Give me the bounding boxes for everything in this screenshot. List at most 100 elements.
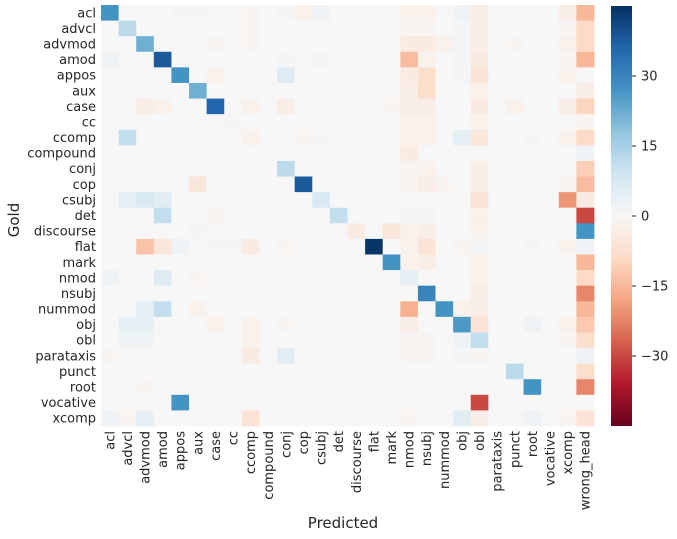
heatmap-cell-appos-discourse [347,67,366,84]
heatmap-cell-parataxis-det [329,348,348,365]
heatmap-cell-amod-parataxis [488,51,507,68]
heatmap-cell-csubj-nsubj [417,192,436,209]
heatmap-cell-conj-nsubj [417,160,436,177]
heatmap-cell-discourse-ccomp [241,223,260,240]
heatmap-cell-vocative-obl [470,394,489,411]
heatmap-cell-cc-wrong_head [576,114,595,131]
heatmap-cell-det-xcomp [558,207,577,224]
heatmap-cell-cop-root [523,176,542,193]
heatmap-cell-advmod-vocative [541,36,560,53]
heatmap-cell-flat-nummod [435,238,454,255]
heatmap-cell-mark-advcl [118,254,137,271]
heatmap-cell-case-appos [171,98,190,115]
heatmap-cell-parataxis-punct [505,348,524,365]
heatmap-cell-nsubj-det [329,285,348,302]
heatmap-cell-obl-det [329,332,348,349]
heatmap-cell-discourse-advmod [136,223,155,240]
heatmap-cell-compound-vocative [541,145,560,162]
heatmap-cell-ccomp-mark [382,129,401,146]
heatmap-cell-cc-xcomp [558,114,577,131]
heatmap-cell-xcomp-nummod [435,410,454,427]
heatmap-cell-acl-det [329,5,348,21]
heatmap-cell-parataxis-wrong_head [576,348,595,365]
heatmap-cell-cop-wrong_head [576,176,595,193]
heatmap-cell-det-appos [171,207,190,224]
heatmap-cell-compound-root [523,145,542,162]
heatmap-cell-det-csubj [312,207,331,224]
heatmap-cell-obj-aux [189,316,208,333]
heatmap-cell-mark-obj [453,254,472,271]
heatmap-cell-parataxis-advmod [136,348,155,365]
heatmap-cell-nmod-det [329,270,348,287]
heatmap-cell-cc-obj [453,114,472,131]
heatmap-cell-advcl-ccomp [241,20,260,37]
heatmap-cell-obl-nsubj [417,332,436,349]
heatmap-cell-compound-acl [101,145,120,162]
heatmap-cell-obl-nmod [400,332,419,349]
heatmap-cell-parataxis-discourse [347,348,366,365]
heatmap-cell-compound-compound [259,145,278,162]
heatmap-cell-discourse-det [329,223,348,240]
heatmap-cell-advcl-advmod [136,20,155,37]
heatmap-cell-csubj-compound [259,192,278,209]
heatmap-cell-ccomp-flat [365,129,384,146]
heatmap-cell-advcl-wrong_head [576,20,595,37]
heatmap-cell-mark-csubj [312,254,331,271]
heatmap-cell-acl-flat [365,5,384,21]
heatmap-cell-compound-wrong_head [576,145,595,162]
heatmap-cell-root-ccomp [241,379,260,396]
heatmap-cell-nmod-punct [505,270,524,287]
heatmap-cell-acl-advmod [136,5,155,21]
heatmap-cell-advcl-acl [101,20,120,37]
heatmap-cell-cc-case [206,114,225,131]
heatmap-cell-nsubj-acl [101,285,120,302]
heatmap-cell-vocative-acl [101,394,120,411]
heatmap-cell-cop-mark [382,176,401,193]
heatmap-cell-conj-det [329,160,348,177]
heatmap-cell-conj-discourse [347,160,366,177]
heatmap-cell-appos-advcl [118,67,137,84]
heatmap-cell-aux-cop [294,82,313,99]
heatmap-cell-root-obl [470,379,489,396]
heatmap-cell-acl-xcomp [558,5,577,21]
heatmap-cell-xcomp-parataxis [488,410,507,427]
y-tick-label: discourse [34,225,96,240]
heatmap-cell-obl-obj [453,332,472,349]
heatmap-cell-cc-flat [365,114,384,131]
heatmap-cell-case-cop [294,98,313,115]
heatmap-cell-obj-case [206,316,225,333]
heatmap-cell-advcl-punct [505,20,524,37]
heatmap-cell-aux-xcomp [558,82,577,99]
heatmap-cell-nmod-flat [365,270,384,287]
heatmap-cell-root-acl [101,379,120,396]
heatmap-cell-parataxis-ccomp [241,348,260,365]
heatmap-cell-amod-xcomp [558,51,577,68]
heatmap-cell-aux-flat [365,82,384,99]
heatmap-cell-root-advmod [136,379,155,396]
colorbar-tick-label: −30 [641,350,668,365]
x-tick-label: wrong_head [579,431,594,510]
heatmap-cell-compound-discourse [347,145,366,162]
heatmap-cell-obj-xcomp [558,316,577,333]
heatmap-cell-punct-case [206,363,225,380]
heatmap-cell-advmod-det [329,36,348,53]
heatmap-cell-mark-wrong_head [576,254,595,271]
heatmap-cell-vocative-case [206,394,225,411]
heatmap-cell-acl-vocative [541,5,560,21]
heatmap-cell-xcomp-flat [365,410,384,427]
heatmap-cell-parataxis-nsubj [417,348,436,365]
heatmap-cell-acl-nsubj [417,5,436,21]
heatmap-cell-ccomp-csubj [312,129,331,146]
colorbar-tick-label: −15 [641,280,668,295]
heatmap-cell-appos-ccomp [241,67,260,84]
y-tick-label: advcl [61,22,96,37]
y-tick-label: vocative [41,396,96,411]
heatmap-cell-advmod-cc [224,36,243,53]
heatmap-cell-root-nsubj [417,379,436,396]
heatmap-cell-root-xcomp [558,379,577,396]
heatmap-cell-amod-discourse [347,51,366,68]
heatmap-cell-nummod-amod [153,301,172,318]
heatmap-cell-compound-csubj [312,145,331,162]
heatmap-cell-conj-nmod [400,160,419,177]
heatmap-cell-vocative-advcl [118,394,137,411]
